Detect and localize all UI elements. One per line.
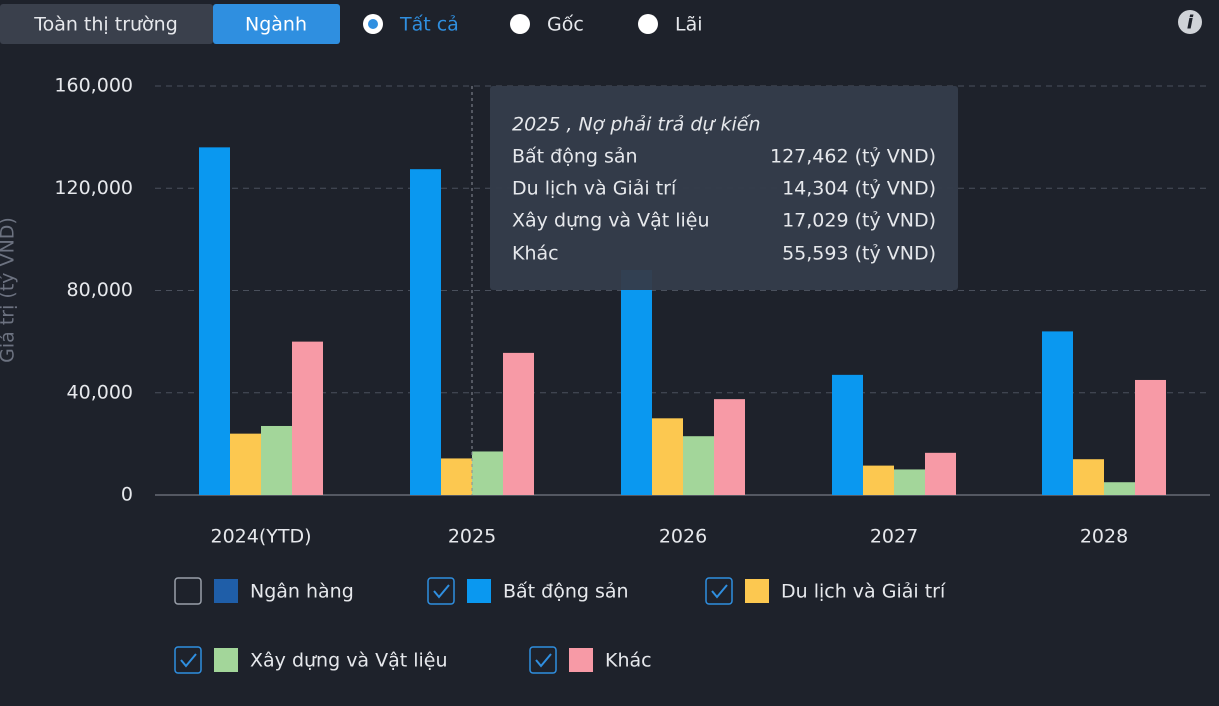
radio-label: Lãi bbox=[675, 14, 703, 36]
x-tick-label: 2025 bbox=[448, 526, 496, 548]
legend-item[interactable]: Bất động sản bbox=[427, 577, 629, 605]
legend-label: Khác bbox=[605, 650, 652, 672]
bar bbox=[230, 433, 261, 495]
legend-swatch bbox=[745, 579, 769, 603]
legend-checkbox bbox=[174, 646, 202, 674]
radio-label: Gốc bbox=[547, 14, 584, 36]
bar bbox=[441, 458, 472, 495]
svg-text:i: i bbox=[1187, 12, 1194, 34]
legend-checkbox bbox=[427, 577, 455, 605]
bar bbox=[503, 352, 534, 495]
tab-label: Toàn thị trường bbox=[33, 14, 178, 36]
bar bbox=[1135, 379, 1166, 495]
radio[interactable] bbox=[510, 14, 530, 34]
legend-swatch bbox=[214, 648, 238, 672]
check-mark bbox=[535, 653, 552, 668]
legend-item[interactable]: Khác bbox=[529, 646, 652, 674]
bar bbox=[410, 169, 441, 495]
plot: 0 40,000 80,000 120,000 160,000 2024(YTD) 2025… bbox=[54, 75, 1210, 548]
bar bbox=[832, 374, 863, 495]
bar bbox=[714, 399, 745, 495]
x-tick-label: 2028 bbox=[1080, 526, 1128, 548]
bar bbox=[925, 452, 956, 495]
legend-item[interactable]: Ngân hàng bbox=[174, 577, 354, 605]
tab-label: Ngành bbox=[245, 14, 307, 36]
legend-swatch bbox=[467, 579, 491, 603]
legend-item[interactable]: Du lịch và Giải trí bbox=[705, 577, 946, 605]
tooltip-label: Bất động sản bbox=[512, 146, 638, 168]
bar bbox=[894, 469, 925, 495]
check-mark bbox=[711, 584, 728, 599]
x-tick-label: 2027 bbox=[870, 526, 918, 548]
y-tick-label: 160,000 bbox=[54, 75, 133, 97]
radio-label: Tất cả bbox=[399, 14, 459, 36]
bar bbox=[199, 147, 230, 495]
bar bbox=[261, 425, 292, 495]
legend-swatch bbox=[214, 579, 238, 603]
y-tick-label: 0 bbox=[121, 484, 133, 506]
y-tick-label: 80,000 bbox=[67, 279, 133, 301]
tooltip-title: 2025 , Nợ phải trả dự kiến bbox=[512, 114, 761, 136]
tooltip-value: 17,029 (tỷ VND) bbox=[782, 210, 936, 232]
legend-item[interactable]: Xây dựng và Vật liệu bbox=[174, 646, 448, 674]
legend-checkbox bbox=[705, 577, 733, 605]
y-tick-label: 120,000 bbox=[54, 177, 133, 199]
tab[interactable] bbox=[0, 4, 213, 44]
legend-label: Ngân hàng bbox=[250, 581, 354, 603]
tooltip: 2025 , Nợ phải trả dự kiến Bất động sản … bbox=[490, 86, 958, 290]
check-mark bbox=[180, 653, 197, 668]
legend-label: Du lịch và Giải trí bbox=[781, 581, 946, 603]
tooltip-label: Xây dựng và Vật liệu bbox=[512, 210, 710, 232]
tooltip-value: 55,593 (tỷ VND) bbox=[782, 243, 936, 265]
bar bbox=[863, 465, 894, 495]
bar bbox=[621, 270, 652, 495]
legend-label: Xây dựng và Vật liệu bbox=[250, 650, 448, 672]
tooltip-value: 14,304 (tỷ VND) bbox=[782, 178, 936, 200]
bar bbox=[472, 451, 503, 495]
tooltip-value: 127,462 (tỷ VND) bbox=[770, 146, 936, 168]
legend-swatch bbox=[569, 648, 593, 672]
tab-active[interactable] bbox=[213, 4, 340, 44]
bar bbox=[683, 436, 714, 495]
bar bbox=[652, 418, 683, 495]
legend-checkbox bbox=[529, 646, 557, 674]
bar bbox=[1042, 331, 1073, 495]
radio[interactable] bbox=[638, 14, 658, 34]
legend-label: Bất động sản bbox=[503, 581, 629, 603]
info-icon[interactable]: i bbox=[1178, 10, 1202, 34]
radio-dot bbox=[368, 19, 378, 29]
y-tick-label: 40,000 bbox=[67, 381, 133, 403]
legend-checkbox bbox=[174, 577, 202, 605]
bar bbox=[1073, 459, 1104, 495]
bar bbox=[292, 341, 323, 495]
tooltip-label: Du lịch và Giải trí bbox=[512, 178, 677, 200]
x-tick-label: 2026 bbox=[659, 526, 707, 548]
tooltip-label: Khác bbox=[512, 243, 559, 265]
check-mark bbox=[433, 584, 450, 599]
y-axis-title: Giá trị (tỷ VND) bbox=[0, 217, 19, 363]
bar bbox=[1104, 482, 1135, 495]
x-tick-label: 2024(YTD) bbox=[210, 526, 311, 548]
